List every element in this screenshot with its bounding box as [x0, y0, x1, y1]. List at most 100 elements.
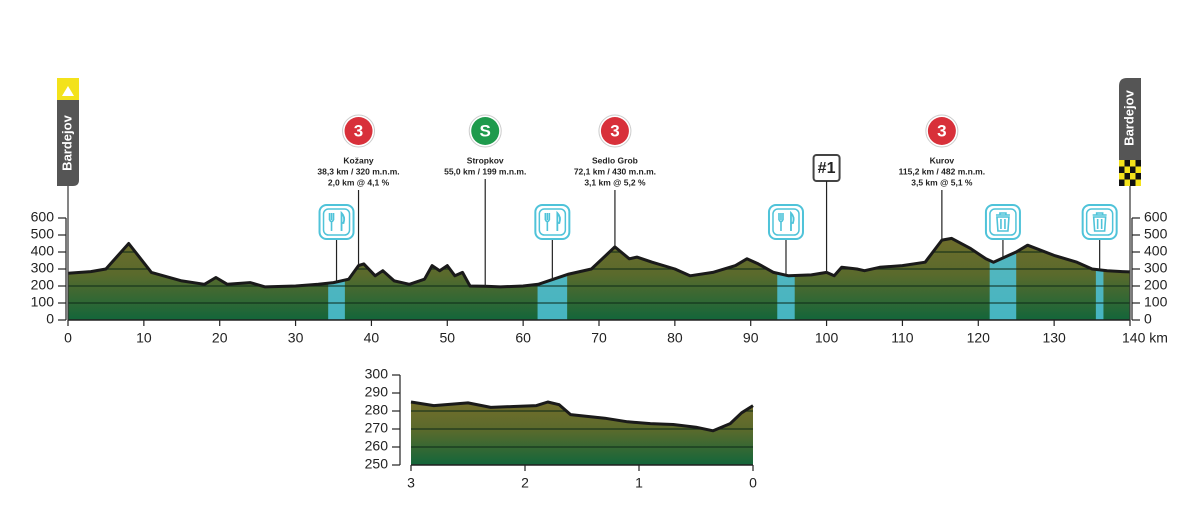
- checker: [1124, 160, 1130, 167]
- x-tick-label: 40: [364, 330, 380, 346]
- x-tick-label: 140 km: [1122, 330, 1168, 346]
- marker-name: Stropkov: [467, 155, 504, 165]
- marker-info: 55,0 km / 199 m.n.m.: [444, 166, 526, 176]
- checker: [1130, 160, 1136, 167]
- start-label: Bardejov: [59, 114, 74, 170]
- marker-icon-label: S: [480, 121, 491, 140]
- knife: [340, 210, 346, 231]
- x-tick-label: 30: [288, 330, 304, 346]
- feed-icon: [534, 204, 571, 240]
- waste-icon: [1081, 204, 1118, 240]
- checker: [1130, 179, 1136, 186]
- checker: [1124, 166, 1130, 173]
- waste-icon-inner: [1085, 208, 1114, 236]
- y-tick-label: 300: [365, 366, 389, 382]
- marker-icon: [471, 117, 500, 145]
- marker-icon-label: 3: [354, 121, 363, 140]
- finish-banner: [1119, 78, 1141, 186]
- checker: [1119, 166, 1125, 173]
- x-tick-label: 60: [515, 330, 531, 346]
- checker: [1124, 173, 1130, 180]
- waste-icon: [984, 204, 1021, 240]
- y-tick-label: 600: [1144, 209, 1168, 225]
- knife: [556, 210, 561, 231]
- profile-line: [67, 236, 1131, 289]
- y-tick-label: 250: [365, 456, 389, 472]
- start-banner: [57, 78, 79, 186]
- fork: [544, 213, 551, 231]
- feed-icon-inner: [772, 208, 800, 236]
- marker-name: Kožany: [343, 155, 374, 165]
- y-tick-label: 0: [46, 311, 54, 327]
- waste-zone: [1095, 238, 1104, 320]
- y-tick-label: 100: [31, 294, 55, 310]
- waste-icon-inner: [989, 208, 1017, 236]
- checker: [1119, 179, 1125, 186]
- marker-icon: [344, 117, 373, 145]
- x-tick-label: 130: [1042, 330, 1066, 346]
- checker: [1135, 166, 1141, 173]
- y-tick-label: 270: [365, 420, 389, 436]
- marker-icon-label: 3: [937, 121, 946, 140]
- bin: [1092, 212, 1107, 232]
- x-tick-label: 2: [521, 475, 529, 491]
- feed-icon-inner: [538, 208, 567, 236]
- x-tick-label: 0: [749, 475, 757, 491]
- marker-icon-label: 3: [610, 121, 619, 140]
- y-tick-label: 200: [1144, 277, 1168, 293]
- checker: [1130, 173, 1136, 180]
- x-tick-label: 10: [136, 330, 152, 346]
- profile-line: [410, 400, 754, 433]
- fork: [778, 213, 784, 231]
- bin: [995, 212, 1010, 232]
- finish-label: Bardejov: [1121, 89, 1136, 145]
- feed-icon: [318, 204, 355, 240]
- x-tick-label: 1: [635, 475, 643, 491]
- checker: [1135, 160, 1141, 167]
- y-tick-label: 400: [1144, 243, 1168, 259]
- area-fill: [411, 402, 753, 465]
- y-tick-label: 280: [365, 402, 389, 418]
- marker-info: 2,0 km @ 4,1 %: [328, 177, 390, 187]
- x-tick-label: 70: [591, 330, 607, 346]
- x-tick-label: 120: [967, 330, 991, 346]
- marker-icon: [600, 117, 629, 145]
- knife: [790, 210, 795, 231]
- checker: [1119, 173, 1125, 180]
- marker-info: 38,3 km / 320 m.n.m.: [317, 166, 399, 176]
- y-tick-label: 500: [1144, 226, 1168, 242]
- y-tick-label: 290: [365, 384, 389, 400]
- checker: [1130, 166, 1136, 173]
- checker: [1135, 179, 1141, 186]
- y-tick-label: 600: [31, 209, 55, 225]
- x-tick-label: 90: [743, 330, 759, 346]
- y-tick-label: 500: [31, 226, 55, 242]
- y-tick-label: 100: [1144, 294, 1168, 310]
- x-tick-label: 50: [439, 330, 455, 346]
- marker-info: 3,1 km @ 5,2 %: [584, 177, 646, 187]
- feed-icon-inner: [322, 208, 351, 236]
- area-fill: [68, 238, 1130, 320]
- y-tick-label: 200: [31, 277, 55, 293]
- y-tick-label: 0: [1144, 311, 1152, 327]
- marker-name: Sedlo Grob: [592, 155, 638, 165]
- y-tick-label: 400: [31, 243, 55, 259]
- x-tick-label: 20: [212, 330, 228, 346]
- marker-info: 115,2 km / 482 m.n.m.: [899, 166, 985, 176]
- x-tick-label: 80: [667, 330, 683, 346]
- y-tick-label: 260: [365, 438, 389, 454]
- x-tick-label: 100: [815, 330, 839, 346]
- checker: [1124, 179, 1130, 186]
- checker: [1119, 160, 1125, 167]
- feed-icon: [767, 204, 804, 240]
- y-tick-label: 300: [1144, 260, 1168, 276]
- fork: [328, 213, 335, 231]
- x-tick-label: 0: [64, 330, 72, 346]
- marker-info: 3,5 km @ 5,1 %: [911, 177, 973, 187]
- start-arrow: [62, 86, 74, 96]
- marker-box-label: #1: [818, 160, 836, 177]
- x-tick-label: 3: [407, 475, 415, 491]
- marker-name: Kurov: [930, 155, 955, 165]
- y-tick-label: 300: [31, 260, 55, 276]
